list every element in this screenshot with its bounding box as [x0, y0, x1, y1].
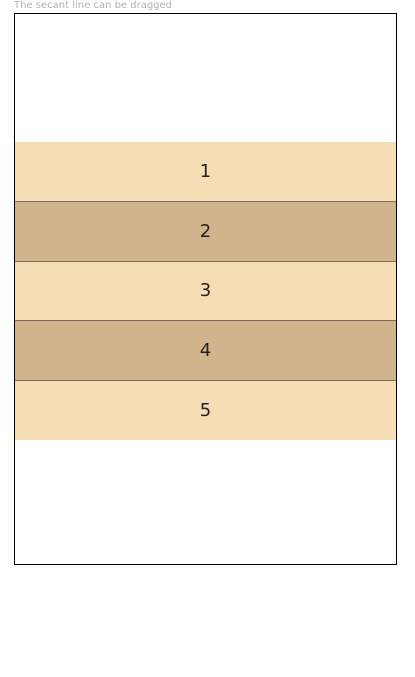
column-split: 1 2 3 4 5 — [15, 142, 396, 440]
split-item-label: 3 — [199, 280, 212, 302]
column-split-container: 1 2 3 4 5 — [14, 13, 397, 565]
split-item-label: 2 — [199, 220, 212, 242]
split-divider-2[interactable] — [15, 260, 396, 262]
split-item-label: 4 — [199, 340, 212, 362]
split-item-2: 2 — [15, 201, 396, 261]
split-item-label: 5 — [199, 400, 212, 422]
split-divider-4[interactable] — [15, 380, 396, 382]
split-item-5: 5 — [15, 381, 396, 440]
split-item-label: 1 — [199, 160, 212, 182]
split-item-3: 3 — [15, 261, 396, 321]
split-divider-1[interactable] — [15, 200, 396, 202]
split-divider-3[interactable] — [15, 320, 396, 322]
split-item-4: 4 — [15, 321, 396, 381]
drag-hint-text: The secant line can be dragged — [14, 0, 173, 11]
split-item-1: 1 — [15, 142, 396, 201]
